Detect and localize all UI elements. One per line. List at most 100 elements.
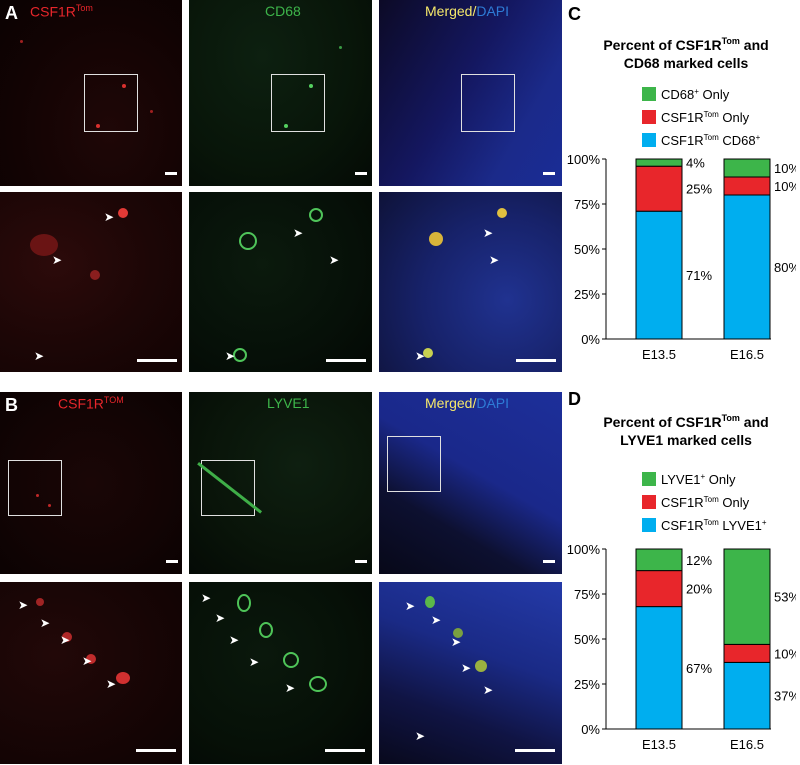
legend-label-part: LYVE1	[661, 472, 701, 487]
legend-swatch	[642, 472, 656, 486]
legend-label-part: +	[762, 518, 767, 527]
bar-segment	[635, 158, 683, 167]
arrowhead-icon: ➤	[483, 226, 494, 240]
bar-segment	[723, 176, 771, 196]
arrowhead-icon: ➤	[225, 349, 236, 363]
zoom-box	[461, 74, 515, 132]
csf1r-label: CSF1RTOM	[58, 395, 124, 412]
bar-segment	[723, 194, 771, 340]
legend-label-part: Only	[699, 87, 730, 102]
scale-bar	[326, 359, 366, 362]
cell-blob	[283, 652, 299, 668]
chart-title-sup: Tom	[722, 413, 740, 423]
cell-dot	[36, 494, 39, 497]
arrowhead-icon: ➤	[415, 729, 426, 743]
panel-b-merged-overview: Merged/DAPI	[379, 392, 562, 574]
merged-text: Merged	[425, 3, 473, 19]
arrowhead-icon: ➤	[329, 253, 340, 267]
cell-dot	[96, 124, 100, 128]
scale-bar	[166, 560, 178, 563]
cell-blob	[453, 628, 463, 638]
data-label: 12%	[686, 553, 712, 568]
data-label: 4%	[686, 156, 705, 171]
scale-bar	[543, 172, 555, 175]
cell-dot	[339, 46, 342, 49]
chart-plot: 0% 25% 50% 75% 100% 71% 25% 4% E13.5 80% 10% 10% E16…	[567, 152, 796, 362]
data-label: 80%	[774, 260, 796, 275]
arrowhead-icon: ➤	[249, 655, 260, 669]
bar-segment	[635, 570, 683, 608]
csf1r-label-sup: Tom	[75, 3, 93, 13]
arrowhead-icon: ➤	[40, 616, 51, 630]
chart-title-sup: Tom	[722, 36, 740, 46]
cell-blob	[86, 654, 96, 664]
cell-dot	[284, 124, 288, 128]
legend-label-part: Tom	[704, 518, 719, 527]
merged-dapi-label: Merged/DAPI	[425, 3, 509, 19]
cell-blob	[429, 232, 443, 246]
cell-blob	[62, 632, 72, 642]
x-tick-label: E16.5	[730, 737, 764, 752]
cell-blob	[36, 598, 44, 606]
merged-text: Merged	[425, 395, 473, 411]
legend-label: CSF1RTom Only	[661, 110, 750, 125]
csf1r-label: CSF1RTom	[30, 3, 93, 20]
scale-bar	[165, 172, 177, 175]
y-tick-label: 75%	[574, 587, 600, 602]
arrowhead-icon: ➤	[229, 633, 240, 647]
cell-dot	[309, 84, 313, 88]
arrowhead-icon: ➤	[201, 591, 212, 605]
cell-dot	[150, 110, 153, 113]
panel-b-lyve1-overview: LYVE1	[189, 392, 372, 574]
legend-label-part: Tom	[704, 110, 719, 119]
y-tick-label: 0%	[581, 332, 600, 347]
panel-a-csf1r-overview: A CSF1RTom	[0, 0, 182, 186]
chart-title: Percent of CSF1RTom and	[603, 36, 768, 53]
legend-label-part: +	[756, 133, 761, 142]
zoom-box	[201, 460, 255, 516]
cd68-label: CD68	[265, 3, 301, 19]
data-label: 20%	[686, 582, 712, 597]
panel-letter-a: A	[5, 3, 18, 23]
chart-title-text: Percent of CSF1R	[603, 37, 721, 53]
scale-bar	[516, 359, 556, 362]
arrowhead-icon: ➤	[60, 633, 71, 647]
arrowhead-icon: ➤	[405, 599, 416, 613]
cell-blob	[309, 676, 327, 692]
dapi-text: DAPI	[476, 395, 510, 411]
panel-b-lyve1-zoom: ➤ ➤ ➤ ➤ ➤	[189, 582, 372, 764]
legend-swatch	[642, 495, 656, 509]
scale-bar	[137, 359, 177, 362]
cell-blob	[116, 672, 130, 684]
legend-swatch	[642, 518, 656, 532]
slash-text: /	[472, 3, 477, 19]
chart-plot: 0% 25% 50% 75% 100% 67% 20% 12% E13.5 37% 10% 53% E1…	[567, 542, 796, 752]
chart-title-line2: LYVE1 marked cells	[620, 432, 752, 448]
data-label: 37%	[774, 689, 796, 704]
legend-label: CSF1RTom CD68+	[661, 133, 761, 148]
bar-segment	[723, 548, 771, 645]
legend-label-part: Only	[719, 495, 750, 510]
csf1r-label-text: CSF1R	[30, 3, 76, 20]
chart-title-line2: CD68 marked cells	[624, 55, 749, 71]
chart-c: C Percent of CSF1RTom and CD68 marked ce…	[567, 4, 796, 362]
y-tick-label: 50%	[574, 242, 600, 257]
lyve1-label: LYVE1	[267, 395, 310, 411]
scale-bar	[355, 172, 367, 175]
panel-a-cd68-zoom: ➤ ➤ ➤	[189, 192, 372, 372]
bar-segment	[723, 158, 771, 178]
legend-swatch	[642, 133, 656, 147]
y-tick-label: 50%	[574, 632, 600, 647]
dapi-text: DAPI	[476, 3, 510, 19]
arrowhead-icon: ➤	[415, 349, 426, 363]
chart-d: D Percent of CSF1RTom and LYVE1 marked c…	[567, 389, 796, 752]
arrowhead-icon: ➤	[215, 611, 226, 625]
panel-a-merged-zoom: ➤ ➤ ➤	[379, 192, 562, 372]
zoom-box	[84, 74, 138, 132]
legend-label-part: +	[701, 472, 706, 481]
arrowhead-icon: ➤	[461, 661, 472, 675]
arrowhead-icon: ➤	[451, 635, 462, 649]
bar-segment	[723, 643, 771, 663]
legend-swatch	[642, 110, 656, 124]
